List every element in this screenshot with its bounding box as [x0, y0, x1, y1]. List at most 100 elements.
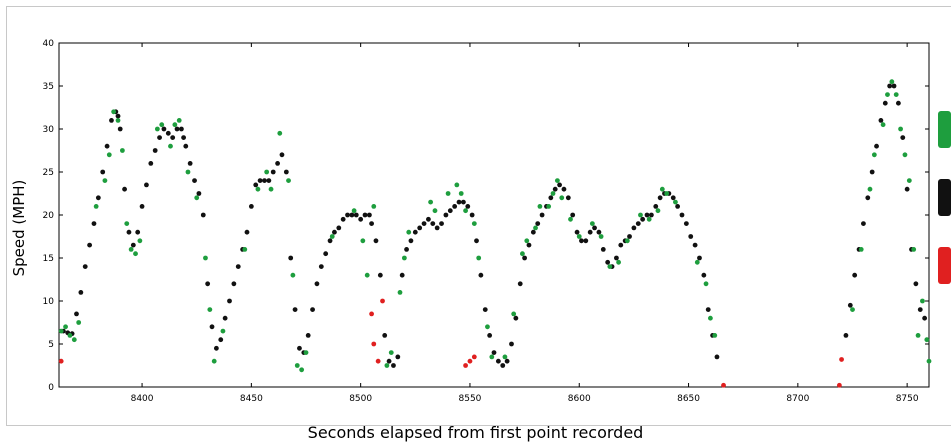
black-data-point — [922, 315, 928, 321]
black-data-point — [345, 212, 350, 218]
green-data-point — [384, 363, 390, 368]
black-data-point — [917, 307, 923, 312]
black-data-point — [266, 178, 272, 184]
black-data-point — [235, 264, 241, 269]
black-data-point — [587, 229, 593, 235]
green-data-point — [638, 212, 643, 218]
red-data-point — [471, 354, 477, 360]
black-data-point — [395, 354, 401, 360]
black-data-point — [614, 255, 619, 261]
black-data-point — [170, 135, 176, 141]
green-data-point — [902, 152, 908, 158]
black-data-point — [635, 221, 641, 227]
black-data-point — [382, 333, 388, 338]
green-data-point — [268, 186, 274, 192]
black-data-point — [452, 204, 458, 209]
green-data-point — [207, 307, 213, 312]
black-data-point — [100, 169, 106, 175]
black-data-point — [478, 272, 484, 278]
green-data-point — [371, 204, 377, 209]
x-tick-label: 8700 — [786, 394, 809, 404]
black-data-point — [332, 229, 337, 235]
green-data-point — [445, 191, 451, 196]
black-data-point — [205, 281, 211, 287]
y-tick-label: 40 — [43, 39, 55, 49]
green-data-point — [67, 333, 73, 338]
black-data-point — [340, 216, 346, 222]
black-data-point — [469, 212, 475, 218]
green-data-point — [286, 178, 291, 184]
x-axis-label: Seconds elapsed from first point recorde… — [307, 423, 644, 442]
green-data-point — [712, 333, 718, 338]
black-data-point — [509, 341, 514, 347]
black-data-point — [443, 212, 449, 218]
green-data-point — [550, 191, 556, 196]
black-data-point — [465, 204, 471, 209]
red-data-point — [467, 358, 473, 364]
black-data-point — [679, 212, 685, 218]
green-data-point — [303, 350, 309, 355]
black-data-point — [653, 204, 659, 209]
green-data-point — [159, 122, 165, 128]
red-data-point — [721, 382, 726, 388]
black-data-point — [157, 135, 162, 141]
black-data-point — [231, 281, 237, 287]
green-data-point — [659, 186, 665, 192]
green-data-point — [858, 247, 864, 252]
black-data-point — [305, 333, 311, 338]
black-data-point — [196, 191, 202, 196]
green-data-point — [589, 221, 595, 227]
black-data-point — [618, 242, 624, 248]
black-data-point — [878, 118, 884, 123]
black-data-point — [404, 247, 409, 252]
x-tick-label: 8650 — [677, 394, 700, 404]
black-data-point — [377, 272, 383, 278]
black-data-point — [152, 148, 158, 153]
black-data-point — [130, 242, 136, 248]
green-data-point — [871, 152, 877, 158]
black-data-point — [869, 169, 875, 175]
black-data-point — [861, 221, 866, 227]
black-data-point — [640, 216, 646, 222]
y-tick-label: 10 — [43, 297, 55, 307]
green-data-point — [203, 255, 208, 261]
black-data-point — [323, 251, 329, 257]
green-data-point — [906, 178, 912, 184]
black-data-point — [367, 212, 372, 218]
black-data-point — [583, 238, 589, 244]
black-data-point — [913, 281, 919, 287]
black-data-point — [391, 363, 396, 368]
black-data-point — [362, 212, 368, 218]
black-data-point — [74, 311, 79, 317]
green-data-point — [102, 178, 108, 184]
red-data-point — [836, 382, 842, 388]
black-data-point — [548, 195, 554, 201]
black-data-point — [288, 255, 294, 261]
y-tick-label: 0 — [48, 383, 54, 393]
green-data-point — [546, 204, 552, 209]
green-data-point — [264, 169, 270, 175]
black-data-point — [701, 272, 707, 278]
black-data-point — [565, 195, 571, 201]
legend-swatches — [938, 111, 951, 284]
black-data-point — [561, 186, 567, 192]
red-data-point — [58, 358, 64, 364]
black-data-point — [87, 242, 93, 248]
black-data-point — [874, 143, 879, 149]
legend-swatch-red — [938, 247, 951, 284]
black-data-point — [192, 178, 197, 184]
black-data-point — [557, 182, 562, 188]
green-data-point — [511, 311, 517, 317]
green-data-point — [397, 290, 403, 295]
black-data-point — [314, 281, 320, 287]
black-data-point — [852, 272, 858, 278]
black-data-point — [605, 259, 611, 265]
green-data-point — [554, 178, 560, 184]
black-data-point — [692, 242, 698, 248]
black-data-point — [253, 182, 259, 188]
black-data-point — [213, 345, 219, 351]
x-tick-label: 8600 — [568, 394, 591, 404]
red-data-point — [375, 358, 381, 364]
green-data-point — [926, 358, 932, 364]
